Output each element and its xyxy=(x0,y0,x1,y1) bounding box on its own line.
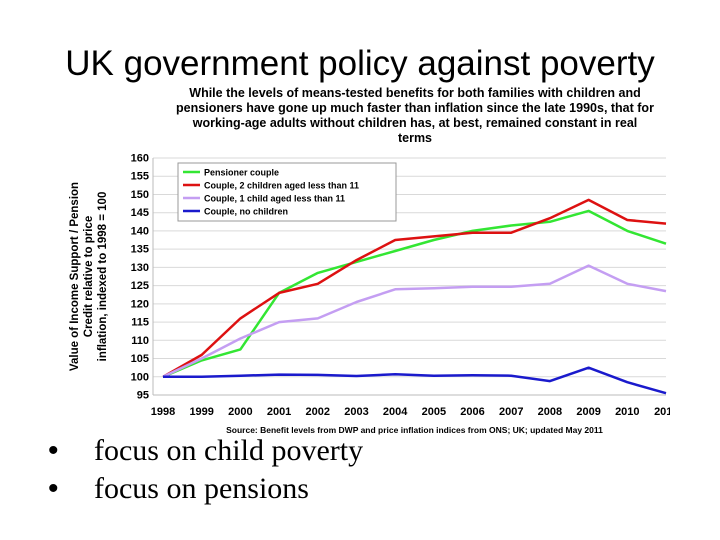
series-line-1 xyxy=(162,209,667,378)
bullet-item-pensions: focus on pensions xyxy=(48,470,363,508)
slide-title: UK government policy against poverty xyxy=(65,44,655,83)
source-note: Source: Benefit levels from DWP and pric… xyxy=(226,425,603,435)
y-tick-label: 135 xyxy=(131,244,149,256)
x-tick-label: 2000 xyxy=(228,406,252,418)
x-tick-label: 1998 xyxy=(151,406,175,418)
x-tick-label: 2010 xyxy=(615,406,639,418)
y-tick-label: 100 xyxy=(131,371,149,383)
x-tick-label: 2005 xyxy=(422,406,446,418)
y-tick-label: 115 xyxy=(131,317,149,329)
legend-box xyxy=(177,162,397,222)
y-tick-label: 125 xyxy=(131,280,149,292)
y-tick-label: 140 xyxy=(131,225,149,237)
y-tick-label: 120 xyxy=(131,298,149,310)
y-tick-label: 145 xyxy=(131,207,149,219)
x-tick-label: 2008 xyxy=(538,406,562,418)
y-tick-label: 150 xyxy=(131,189,149,201)
bullet-item-child-poverty: focus on child poverty xyxy=(48,432,363,470)
y-tick-label: 155 xyxy=(131,171,149,183)
x-tick-label: 2004 xyxy=(383,406,408,418)
chart-title: While the levels of means-tested benefit… xyxy=(176,86,654,145)
series-line-2 xyxy=(162,198,667,378)
chart-svg: 95 100 105 110 115 120 125 130 135 140 145 150 155 16… xyxy=(69,153,670,436)
y-tick-label: 95 xyxy=(137,390,149,402)
x-tick-label: 2001 xyxy=(267,406,291,418)
legend-label: Couple, 1 child aged less than 11 xyxy=(204,194,345,204)
chart: While the levels of means-tested benefit… xyxy=(60,86,670,440)
x-tick-label: 2006 xyxy=(460,406,484,418)
legend-label: Pensioner couple xyxy=(204,168,279,178)
x-tick-label: 2003 xyxy=(344,406,368,418)
legend-label: Couple, 2 children aged less than 11 xyxy=(204,181,359,191)
x-tick-label: 1999 xyxy=(189,406,213,418)
x-tick-label: 2011 xyxy=(654,406,670,418)
legend-label: Couple, no children xyxy=(204,207,288,217)
y-axis-label: Value of Income Support / Pension Credit … xyxy=(69,182,109,371)
x-tick-label: 2007 xyxy=(499,406,523,418)
y-tick-label: 160 xyxy=(131,153,149,165)
y-tick-label: 110 xyxy=(131,335,149,347)
y-tick-label: 105 xyxy=(131,353,149,365)
x-tick-label: 2009 xyxy=(576,406,600,418)
series-line-3 xyxy=(162,264,667,378)
y-tick-label: 130 xyxy=(131,262,149,274)
x-tick-label: 2002 xyxy=(306,406,330,418)
bullet-list: focus on child poverty focus on pensions xyxy=(48,432,363,508)
series-line-4 xyxy=(163,366,667,395)
